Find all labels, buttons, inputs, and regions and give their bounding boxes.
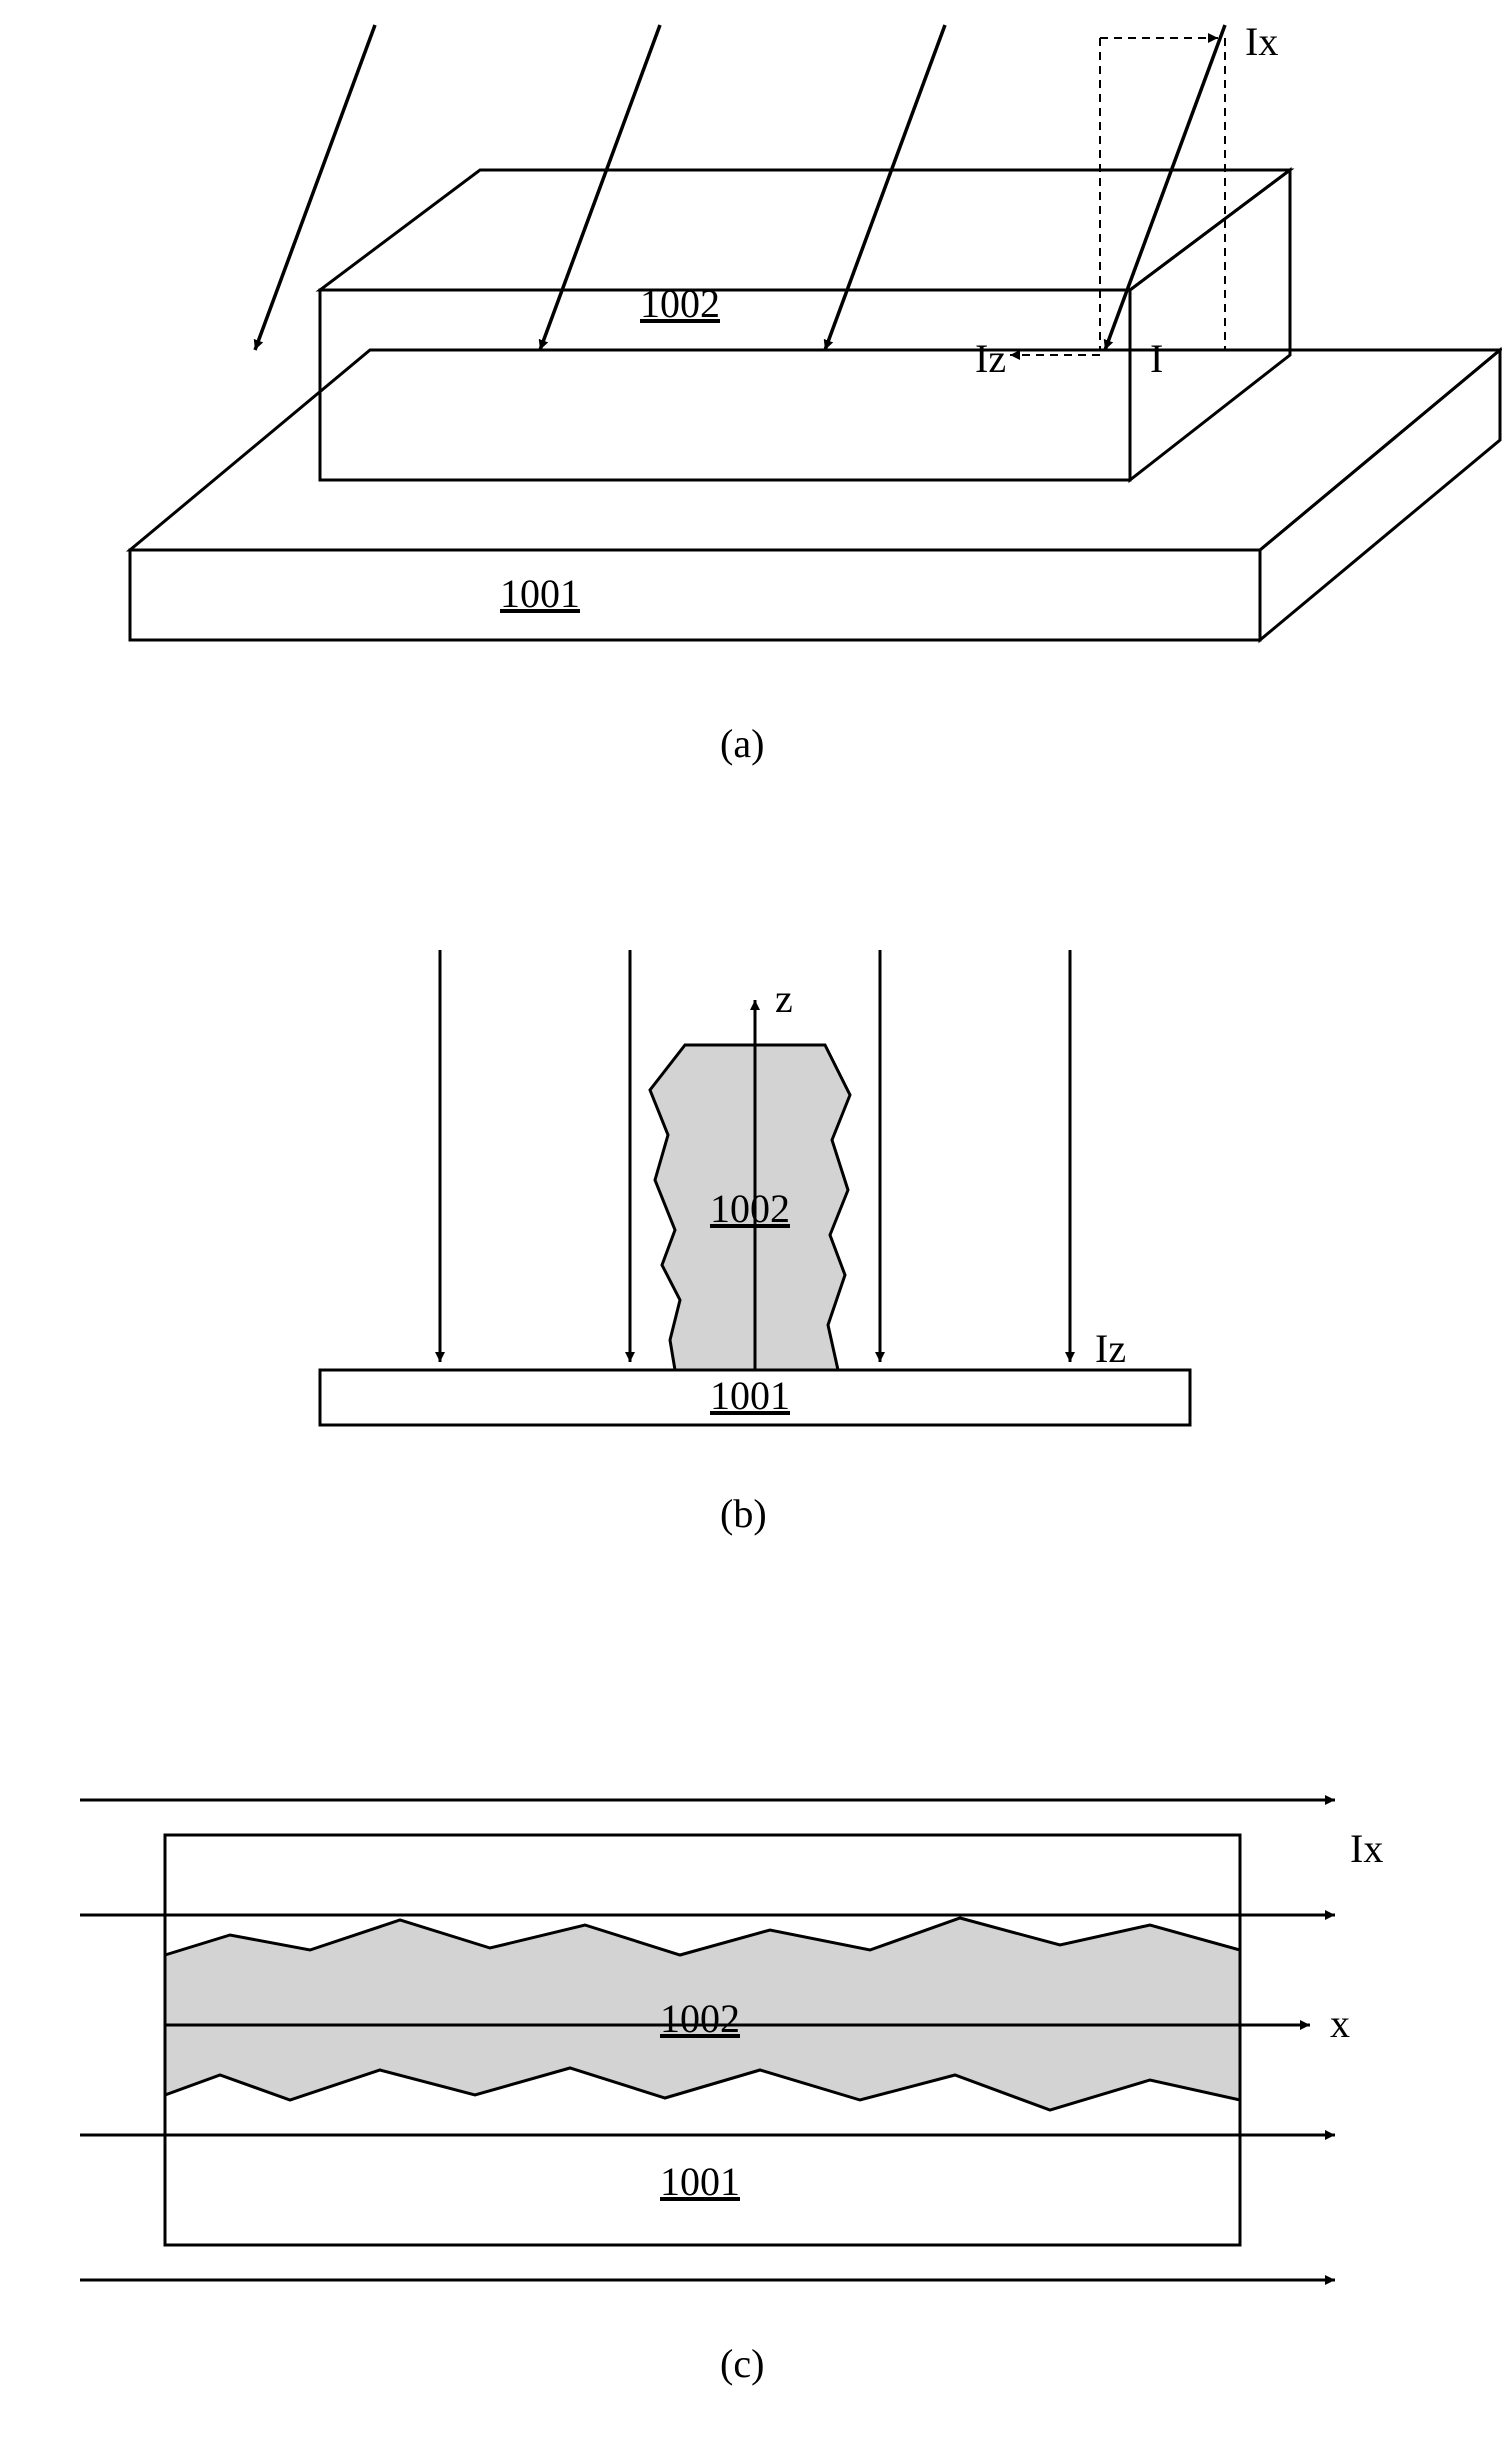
panel-c-ix-label: Ix [1350,1825,1383,1872]
panel-c-x-label: x [1330,2000,1350,2047]
panel-a-i-label: I [1150,335,1163,382]
panel-a: Ix Iz I 1002 1001 (a) [0,0,1502,820]
panel-a-feature-label: 1002 [640,280,720,327]
panel-a-svg [0,0,1502,820]
panel-c-caption: (c) [720,2340,764,2387]
panel-c-feature-label: 1002 [660,1995,740,2042]
panel-b-substrate-label: 1001 [710,1372,790,1419]
panel-b: z Iz 1002 1001 (b) [0,930,1502,1570]
panel-b-feature-label: 1002 [710,1185,790,1232]
panel-b-svg [0,930,1502,1570]
panel-a-iz-label: Iz [975,335,1006,382]
panel-c: Ix x 1002 1001 (c) [0,1750,1502,2400]
panel-c-substrate-label: 1001 [660,2158,740,2205]
panel-c-svg [0,1750,1502,2400]
panel-b-caption: (b) [720,1490,767,1537]
panel-b-iz-label: Iz [1095,1325,1126,1372]
panel-a-caption: (a) [720,720,764,767]
panel-a-substrate-label: 1001 [500,570,580,617]
panel-b-z-label: z [775,975,793,1022]
panel-a-ix-label: Ix [1245,18,1278,65]
